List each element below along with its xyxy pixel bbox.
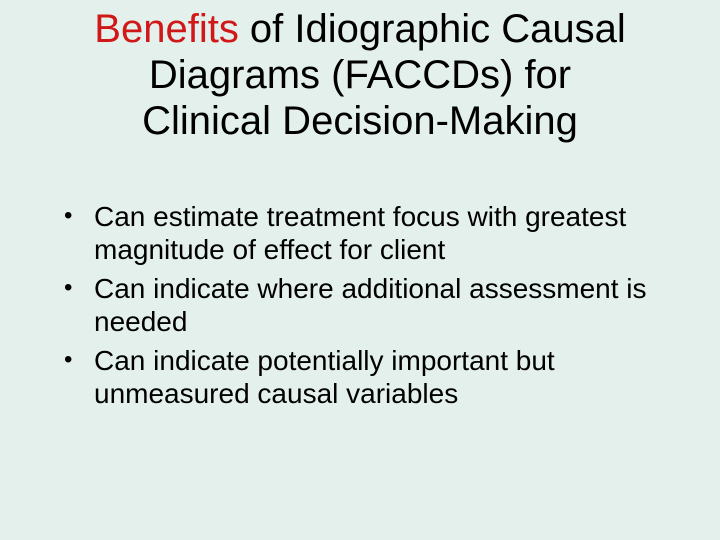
bullet-text: Can indicate where additional assessment… bbox=[94, 273, 647, 337]
list-item: Can indicate where additional assessment… bbox=[56, 272, 660, 338]
title-line3: Clinical Decision-Making bbox=[142, 99, 578, 143]
title-line1-rest: of Idiographic Causal bbox=[239, 7, 626, 51]
list-item: Can indicate potentially important but u… bbox=[56, 344, 660, 410]
bullet-text: Can indicate potentially important but u… bbox=[94, 345, 555, 409]
title-line2: Diagrams (FACCDs) for bbox=[149, 53, 571, 97]
slide-title: Benefits of Idiographic Causal Diagrams … bbox=[0, 0, 720, 144]
slide: Benefits of Idiographic Causal Diagrams … bbox=[0, 0, 720, 540]
title-accent-word: Benefits bbox=[94, 7, 239, 51]
bullet-list: Can estimate treatment focus with greate… bbox=[0, 200, 720, 410]
list-item: Can estimate treatment focus with greate… bbox=[56, 200, 660, 266]
bullet-text: Can estimate treatment focus with greate… bbox=[94, 201, 626, 265]
